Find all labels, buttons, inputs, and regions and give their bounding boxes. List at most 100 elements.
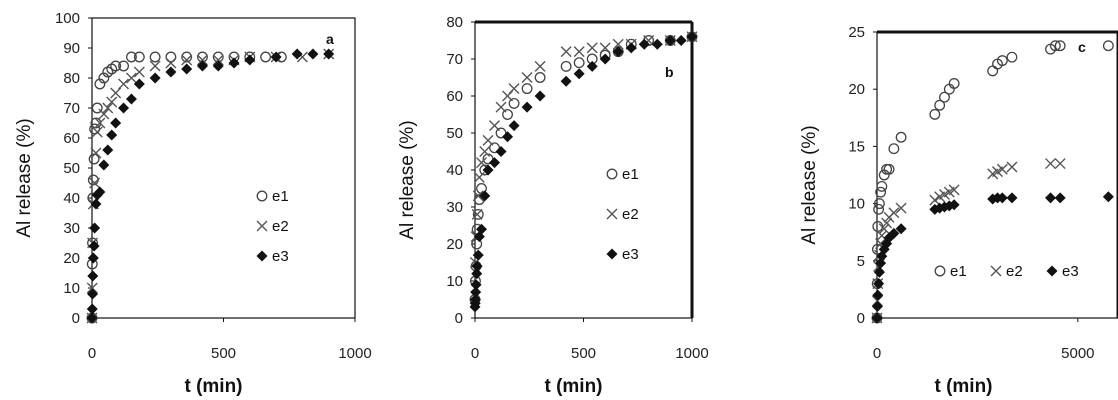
data-point-e3 <box>472 249 484 261</box>
data-point-e3 <box>1102 191 1114 203</box>
data-point-e3 <box>675 35 687 46</box>
data-point-e2 <box>508 83 520 95</box>
data-point-e3 <box>244 54 256 66</box>
data-point-e3 <box>502 131 514 143</box>
data-point-e2 <box>98 108 110 120</box>
data-point-e3 <box>323 48 335 60</box>
x-tick-label: 500 <box>571 345 596 362</box>
data-point-e1 <box>948 78 960 89</box>
data-point-e3 <box>471 260 483 272</box>
y-tick-label: 25 <box>848 24 865 41</box>
data-point-e3 <box>895 223 907 235</box>
data-point-e2 <box>89 177 101 189</box>
legend-label: e2 <box>622 206 639 223</box>
legend-label: e3 <box>272 248 289 265</box>
data-point-e3 <box>888 227 900 239</box>
data-point-e2 <box>106 96 118 108</box>
x-tick-label: 5000 <box>1061 345 1094 362</box>
data-point-e3 <box>86 312 98 324</box>
data-point-e2 <box>996 163 1008 175</box>
y-tick-label: 20 <box>63 250 80 267</box>
data-point-e2 <box>1006 161 1018 173</box>
data-point-e3 <box>469 294 481 305</box>
legend: e1 e2 e3 <box>256 188 289 265</box>
data-point-e2 <box>586 42 598 54</box>
panel-letter: c <box>1078 39 1086 55</box>
y-tick-label: 20 <box>848 81 865 98</box>
x-axis-label: t (min) <box>934 376 992 397</box>
y-tick-label: 0 <box>72 310 80 327</box>
x-tick-label: 1000 <box>675 345 708 362</box>
series-e2 <box>871 158 1066 324</box>
plot-area-frame <box>474 21 693 319</box>
data-point-e2 <box>881 217 893 229</box>
legend-label: e1 <box>622 166 639 183</box>
data-point-e2 <box>102 102 114 114</box>
data-point-e3 <box>1054 192 1066 204</box>
data-point-e1 <box>125 51 137 63</box>
data-point-e3 <box>664 35 676 46</box>
data-point-e2 <box>929 194 941 206</box>
y-tick-label: 100 <box>55 10 80 27</box>
data-point-e1 <box>149 51 161 63</box>
legend-marker-e2 <box>606 208 618 220</box>
x-tick-label: 0 <box>873 345 881 362</box>
data-point-e1 <box>508 97 520 109</box>
data-point-e2 <box>489 120 501 132</box>
data-point-e1 <box>573 57 585 69</box>
data-point-e3 <box>291 48 303 60</box>
data-point-e3 <box>599 53 611 65</box>
data-point-e1 <box>876 180 888 192</box>
data-point-e2 <box>479 146 491 157</box>
data-point-e2 <box>90 147 102 159</box>
data-point-e1 <box>165 51 177 63</box>
data-point-e3 <box>873 266 885 278</box>
data-point-e3 <box>1045 192 1057 204</box>
y-tick-label: 0 <box>455 310 463 327</box>
plot-area-frame <box>876 31 1118 319</box>
data-point-e2 <box>476 157 488 169</box>
panel-letter: a <box>326 31 334 47</box>
series-e2 <box>86 48 335 324</box>
y-axis-label: Al release (%) <box>14 118 35 237</box>
data-point-e3 <box>573 68 585 80</box>
data-point-e3 <box>521 101 533 113</box>
x-tick-label: 1000 <box>338 345 371 362</box>
data-point-e3 <box>534 90 546 102</box>
data-point-e1 <box>987 65 999 77</box>
data-point-e3 <box>686 31 698 43</box>
y-tick-label: 20 <box>446 236 463 253</box>
y-tick-label: 10 <box>446 273 463 290</box>
data-point-e3 <box>270 51 282 63</box>
legend-marker-e1 <box>606 168 618 180</box>
data-point-e1 <box>560 60 572 72</box>
data-point-e2 <box>94 117 106 129</box>
data-point-e3 <box>651 38 663 50</box>
data-point-e3 <box>149 72 161 84</box>
data-point-e3 <box>307 48 319 60</box>
data-point-e2 <box>878 223 890 235</box>
data-point-e1 <box>260 51 272 63</box>
data-point-e1 <box>996 55 1008 67</box>
y-tick-label: 70 <box>446 51 463 68</box>
legend-marker-e3 <box>606 248 618 260</box>
data-point-e2 <box>149 60 161 72</box>
series-e3 <box>86 48 335 324</box>
data-point-e3 <box>90 198 102 210</box>
data-point-e2 <box>573 46 585 58</box>
data-point-e3 <box>872 289 884 301</box>
data-point-e3 <box>125 93 137 105</box>
y-tick-label: 10 <box>848 196 865 213</box>
legend-label: e1 <box>950 263 967 280</box>
chart-panel-b: 0 10 20 30 40 50 60 70 80 0 500 1000 t (min) Al relea… <box>397 14 709 397</box>
data-point-e1 <box>118 60 130 72</box>
y-axis-label: Al release (%) <box>397 120 418 239</box>
data-point-e2 <box>1045 158 1057 170</box>
x-tick-label: 0 <box>88 345 96 362</box>
data-point-e3 <box>479 190 491 202</box>
data-point-e1 <box>91 102 103 114</box>
data-point-e3 <box>560 75 572 87</box>
data-point-e2 <box>612 38 624 50</box>
y-tick-label: 10 <box>63 280 80 297</box>
